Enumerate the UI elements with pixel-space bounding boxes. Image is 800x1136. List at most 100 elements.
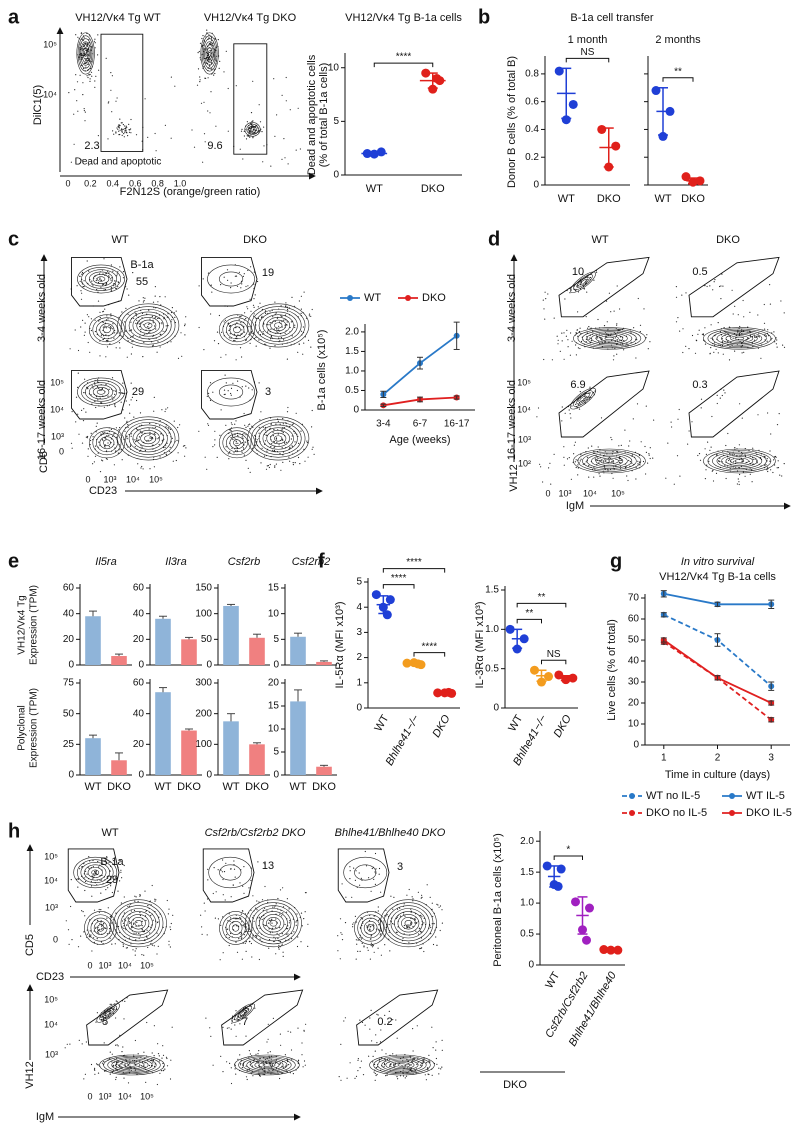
significance-bracket xyxy=(382,584,415,589)
event-dot xyxy=(752,345,754,347)
event-dot xyxy=(94,445,97,447)
event-dot xyxy=(104,308,106,310)
contour xyxy=(84,911,118,945)
event-dot xyxy=(242,885,244,887)
event-dot xyxy=(412,1059,414,1062)
contour xyxy=(591,454,628,468)
contour xyxy=(734,336,745,341)
contour xyxy=(82,47,89,60)
event-dot xyxy=(600,417,603,419)
event-dot xyxy=(417,920,419,922)
event-dot xyxy=(354,915,356,918)
event-dot xyxy=(595,455,597,457)
event-dot xyxy=(270,1063,272,1065)
event-dot xyxy=(135,948,137,950)
event-dot xyxy=(750,336,752,338)
event-dot xyxy=(94,47,96,49)
event-dot xyxy=(208,59,210,61)
event-dot xyxy=(233,452,235,454)
event-dot xyxy=(99,278,101,280)
event-dot xyxy=(420,947,422,950)
data-point xyxy=(371,590,381,600)
label: 10⁴ xyxy=(126,474,140,484)
event-dot xyxy=(123,136,125,138)
contour xyxy=(262,427,294,450)
event-dot xyxy=(593,450,595,453)
event-dot xyxy=(247,129,249,131)
event-dot xyxy=(675,321,678,323)
event-dot xyxy=(103,258,105,260)
event-dot xyxy=(227,322,229,324)
event-dot xyxy=(282,912,284,914)
event-dot xyxy=(164,410,166,413)
event-dot xyxy=(127,426,129,428)
event-dot xyxy=(139,326,141,328)
event-dot xyxy=(170,922,172,925)
event-dot xyxy=(286,441,288,443)
event-dot xyxy=(224,393,226,395)
bar xyxy=(111,656,127,665)
event-dot xyxy=(83,110,85,112)
event-dot xyxy=(170,137,172,139)
event-dot xyxy=(154,132,156,135)
event-dot xyxy=(361,1021,364,1024)
event-dot xyxy=(142,1061,144,1063)
event-dot xyxy=(414,1069,416,1072)
event-dot xyxy=(589,327,591,329)
x-tick-label: 6-7 xyxy=(413,419,428,430)
event-dot xyxy=(223,871,226,873)
event-dot xyxy=(249,1062,251,1064)
event-dot xyxy=(279,1077,281,1080)
contour xyxy=(573,327,646,350)
y-tick-label: 1 xyxy=(356,677,362,688)
event-dot xyxy=(423,917,425,920)
event-dot xyxy=(119,266,121,268)
event-dot xyxy=(259,334,261,336)
event-dot xyxy=(250,332,253,334)
event-dot xyxy=(85,436,87,438)
event-dot xyxy=(239,347,242,349)
event-dot xyxy=(118,342,121,344)
event-dot xyxy=(117,286,119,288)
event-dot xyxy=(237,1058,239,1060)
event-dot xyxy=(579,327,581,329)
event-dot xyxy=(280,469,282,471)
event-dot xyxy=(102,439,104,441)
event-dot xyxy=(274,320,276,323)
event-dot xyxy=(97,135,99,137)
event-dot xyxy=(134,439,136,441)
event-dot xyxy=(720,298,722,300)
event-dot xyxy=(279,889,282,891)
event-dot xyxy=(378,1060,380,1062)
event-dot xyxy=(139,911,141,914)
event-dot xyxy=(216,456,218,458)
event-dot xyxy=(149,468,151,470)
event-dot xyxy=(737,314,739,316)
event-dot xyxy=(596,459,599,461)
event-dot xyxy=(79,280,81,282)
event-dot xyxy=(121,130,123,132)
event-dot xyxy=(275,438,278,440)
label: 0.2 xyxy=(377,1016,392,1028)
event-dot xyxy=(108,275,110,277)
event-dot xyxy=(84,331,86,333)
event-dot xyxy=(276,932,278,934)
event-dot xyxy=(236,450,238,452)
event-dot xyxy=(374,871,376,873)
event-dot xyxy=(138,436,141,438)
contour xyxy=(233,439,241,447)
contour xyxy=(244,122,261,137)
event-dot xyxy=(757,335,760,337)
y-tick-label: 0 xyxy=(138,660,144,671)
label: 16-17 weeks old xyxy=(36,380,48,460)
event-dot xyxy=(304,460,306,462)
event-dot xyxy=(744,454,746,457)
event-dot xyxy=(85,52,87,54)
data-point xyxy=(382,610,392,620)
event-dot xyxy=(109,924,111,927)
event-dot xyxy=(375,1034,377,1036)
contour xyxy=(127,914,150,933)
event-dot xyxy=(575,290,577,292)
event-dot xyxy=(303,918,305,920)
event-dot xyxy=(154,286,156,288)
